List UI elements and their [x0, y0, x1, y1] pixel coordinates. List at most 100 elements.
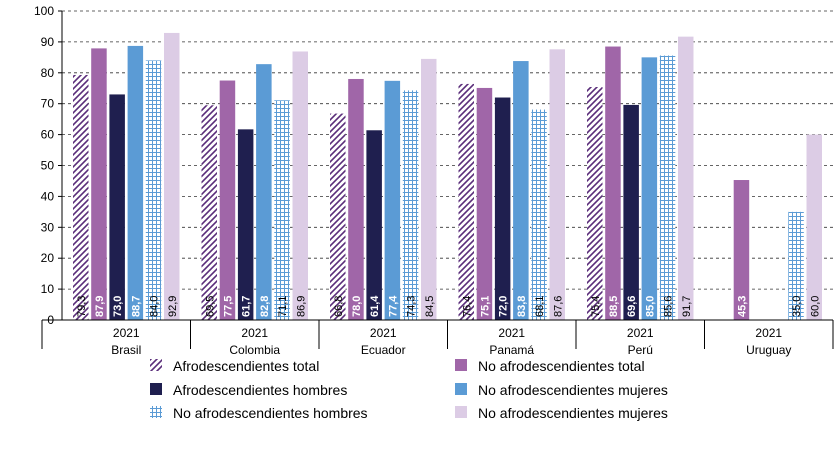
data-label: 85,6 — [663, 296, 675, 317]
bar — [733, 180, 750, 320]
bar — [458, 83, 474, 320]
data-label: 79,3 — [76, 296, 88, 317]
bar — [513, 61, 529, 321]
legend-label: No afrodescendientes total — [478, 358, 645, 374]
legend-label: No afrodescendientes mujeres — [478, 405, 668, 421]
bar — [678, 36, 694, 320]
bar — [330, 113, 346, 320]
data-label: 88,7 — [130, 296, 142, 317]
bar — [91, 48, 107, 320]
data-label: 61,4 — [369, 295, 381, 317]
x-tick-label-year: 2021 — [627, 326, 654, 340]
data-label: 71,1 — [277, 296, 289, 317]
data-label: 66,8 — [333, 296, 345, 317]
bar — [806, 134, 822, 320]
bar — [237, 129, 254, 320]
bar — [587, 87, 603, 320]
x-tick-label-country: Brasil — [111, 343, 141, 357]
y-tick-label: 90 — [41, 35, 55, 49]
data-label: 86,9 — [295, 296, 307, 317]
bar — [384, 80, 401, 320]
bar — [164, 32, 180, 321]
data-label: 83,8 — [516, 296, 528, 317]
bar — [127, 45, 144, 321]
y-tick-label: 30 — [41, 220, 55, 234]
data-label: 35,0 — [791, 296, 803, 317]
data-label: 68,1 — [534, 296, 546, 317]
data-label: 73,0 — [112, 296, 124, 317]
data-label: 82,8 — [259, 296, 271, 317]
data-label: 85,0 — [644, 296, 656, 317]
bar — [274, 100, 290, 321]
legend-label: No afrodescendientes mujeres — [478, 382, 668, 398]
bar — [531, 109, 547, 320]
data-label: 72,0 — [498, 296, 510, 317]
x-tick-label-country: Uruguay — [746, 343, 791, 357]
data-label: 84,5 — [424, 296, 436, 317]
legend-swatch — [150, 359, 162, 371]
x-tick-label-country: Colombia — [229, 343, 280, 357]
data-label: 69,5 — [204, 296, 216, 317]
y-tick-label: 100 — [34, 4, 54, 18]
data-label: 60,0 — [809, 296, 821, 317]
x-tick-label-year: 2021 — [498, 326, 525, 340]
y-tick-label: 20 — [41, 251, 55, 265]
data-label: 84,0 — [149, 296, 161, 317]
data-label: 91,7 — [681, 296, 693, 317]
y-tick-label: 70 — [41, 97, 55, 111]
bar — [623, 104, 639, 320]
data-label: 69,6 — [626, 296, 638, 317]
data-label: 74,3 — [406, 296, 418, 317]
bar — [348, 78, 364, 320]
legend-label: Afrodescendientes total — [173, 358, 319, 374]
legend-swatch — [150, 383, 162, 395]
legend-swatch — [150, 406, 162, 418]
x-tick-label-year: 2021 — [370, 326, 397, 340]
data-label: 75,4 — [590, 296, 602, 317]
data-label: 92,9 — [167, 296, 179, 317]
bar — [73, 74, 89, 320]
bar — [494, 97, 511, 321]
data-label: 78,0 — [351, 296, 363, 317]
bar — [366, 130, 382, 320]
legend-swatch — [455, 406, 467, 418]
data-label: 88,5 — [608, 296, 620, 317]
data-label: 87,9 — [94, 296, 106, 317]
x-tick-label-year: 2021 — [755, 326, 782, 340]
bar — [421, 58, 437, 321]
y-tick-label: 50 — [41, 159, 55, 173]
bar — [292, 51, 308, 320]
y-tick-label: 60 — [41, 128, 55, 142]
bar — [549, 49, 565, 320]
bar — [476, 87, 493, 320]
y-tick-label: 10 — [41, 282, 55, 296]
bar — [109, 94, 125, 321]
x-tick-label-year: 2021 — [113, 326, 140, 340]
x-tick-label-country: Panamá — [489, 343, 534, 357]
data-label: 76,4 — [461, 296, 473, 317]
data-label: 75,1 — [479, 296, 491, 317]
bar — [219, 80, 236, 321]
legend-swatch — [455, 359, 467, 371]
x-tick-label-year: 2021 — [241, 326, 268, 340]
x-tick-label-country: Perú — [628, 343, 653, 357]
data-label: 87,6 — [552, 296, 564, 317]
bar — [641, 57, 658, 320]
y-tick-label: 40 — [41, 189, 55, 203]
legend-swatch — [455, 383, 467, 395]
legend-label: Afrodescendientes hombres — [173, 382, 347, 398]
bar — [659, 55, 676, 320]
x-tick-label-country: Ecuador — [361, 343, 406, 357]
bar — [605, 46, 621, 320]
data-label: 77,4 — [387, 295, 399, 317]
data-label: 61,7 — [241, 296, 253, 317]
bar — [788, 211, 804, 320]
bar — [402, 90, 419, 321]
bar — [256, 64, 272, 320]
y-tick-label: 80 — [41, 66, 55, 80]
bar — [145, 60, 162, 320]
bar — [201, 105, 217, 321]
data-label: 77,5 — [222, 296, 234, 317]
